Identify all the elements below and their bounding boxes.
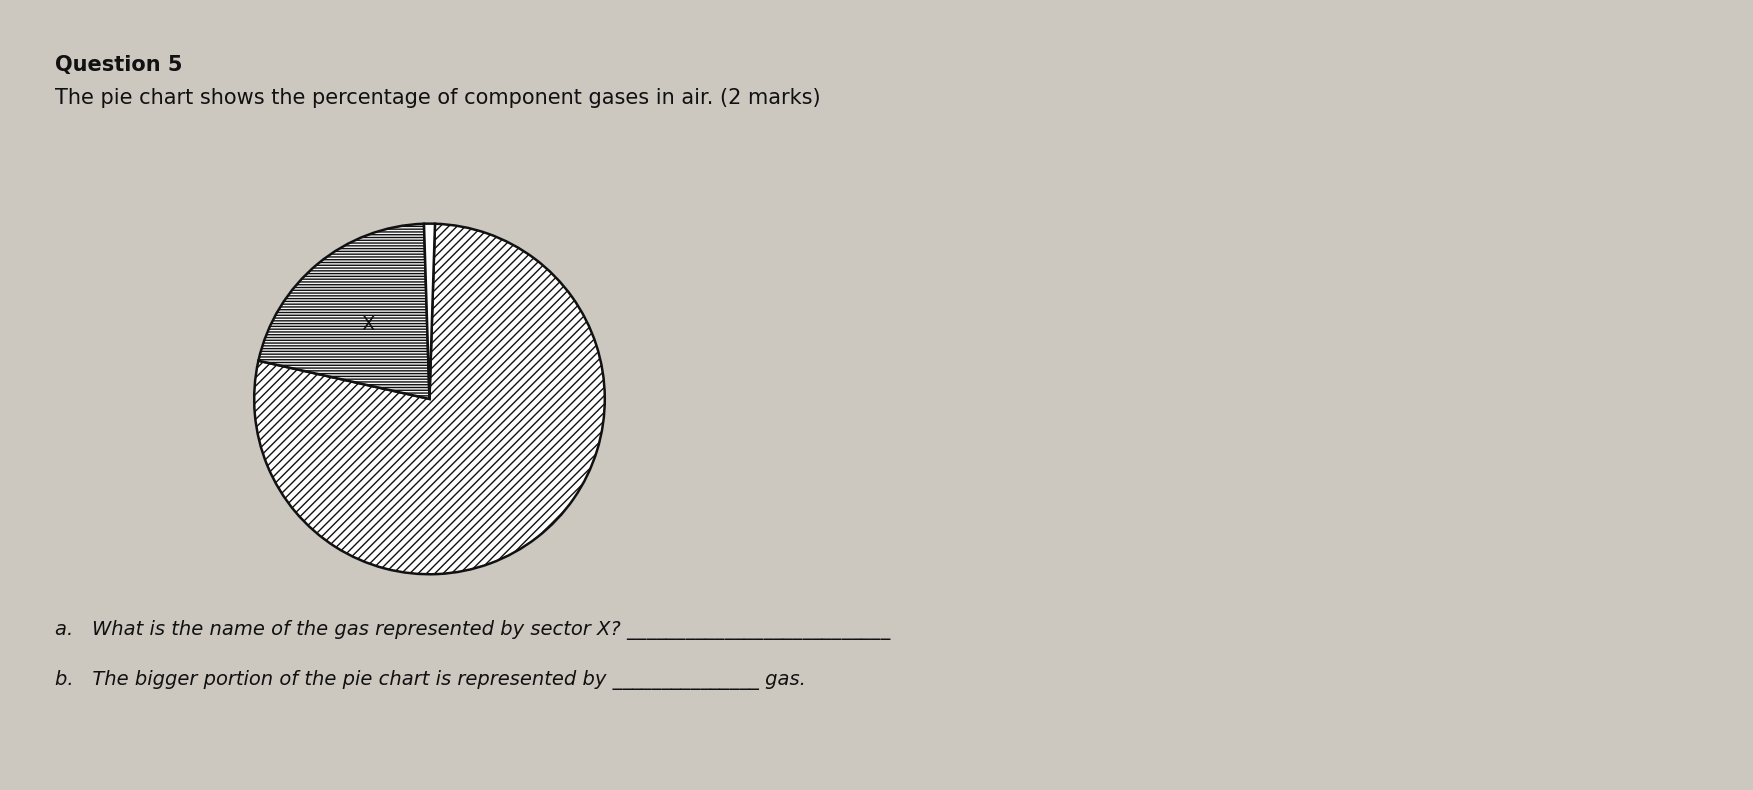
Wedge shape bbox=[258, 224, 429, 399]
Wedge shape bbox=[254, 224, 605, 574]
Text: b.   The bigger portion of the pie chart is represented by _______________ gas.: b. The bigger portion of the pie chart i… bbox=[54, 670, 806, 690]
Text: X: X bbox=[361, 315, 375, 334]
Text: a.   What is the name of the gas represented by sector X? ______________________: a. What is the name of the gas represent… bbox=[54, 620, 891, 640]
Wedge shape bbox=[424, 224, 435, 399]
Text: Question 5: Question 5 bbox=[54, 55, 182, 75]
Text: The pie chart shows the percentage of component gases in air. (2 marks): The pie chart shows the percentage of co… bbox=[54, 88, 820, 108]
